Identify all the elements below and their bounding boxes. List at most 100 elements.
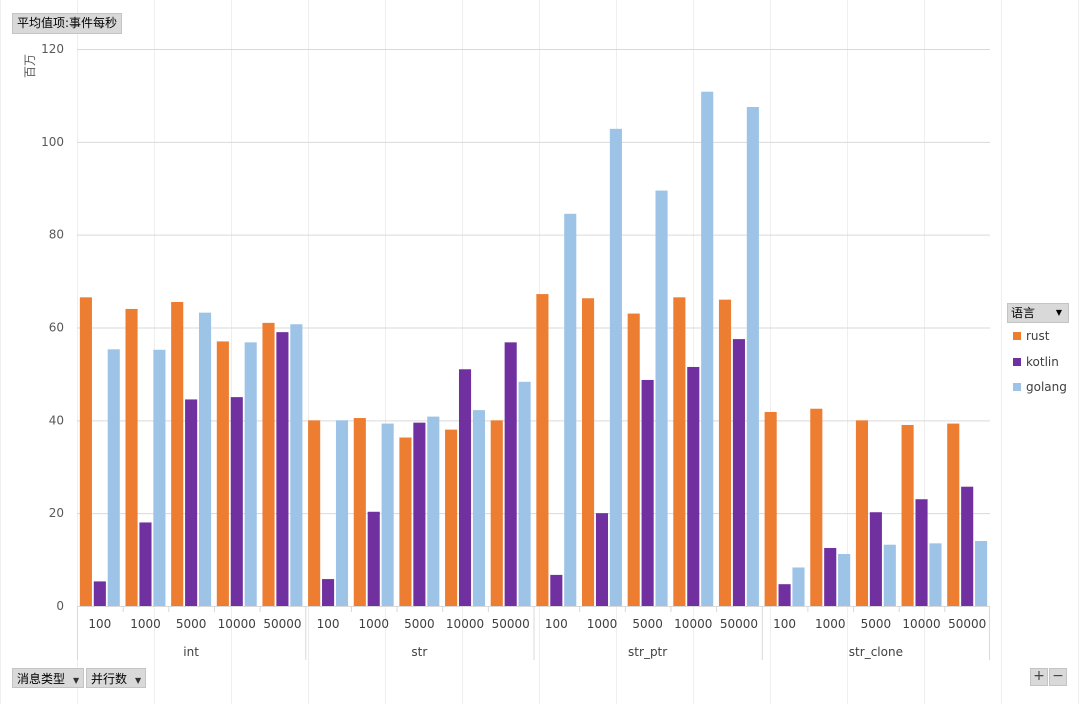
legend-item-golang: golang [1013, 379, 1067, 395]
expand-plus-button[interactable]: + [1030, 668, 1048, 686]
bar-rust [627, 313, 640, 606]
bar-golang [472, 410, 485, 606]
filter-message-type-button[interactable]: 消息类型 ▼ [12, 668, 85, 688]
legend-label: rust [1026, 329, 1050, 343]
x-tick-label: 1000 [587, 617, 618, 631]
bar-rust [262, 322, 275, 606]
filter-message-type-label: 消息类型 [17, 672, 66, 686]
bar-golang [655, 190, 668, 606]
bar-rust [536, 294, 549, 606]
bar-golang [427, 416, 440, 606]
bar-rust [171, 301, 184, 606]
x-tick-label: 50000 [263, 617, 301, 631]
value-field-button[interactable]: 平均值项:事件每秒 [12, 13, 123, 34]
bar-kotlin [595, 513, 609, 606]
y-tick-label: 80 [49, 228, 64, 242]
y-axis-label: 百万 [23, 54, 37, 78]
x-tick-label: 1000 [815, 617, 846, 631]
bar-rust [947, 423, 960, 606]
bar-golang [198, 312, 212, 606]
x-tick-label: 100 [317, 617, 340, 631]
bar-kotlin [230, 397, 243, 606]
bar-golang [701, 91, 714, 607]
bar-kotlin [687, 366, 700, 606]
x-tick-label: 100 [545, 617, 568, 631]
x-tick-label: 50000 [492, 617, 530, 631]
bar-golang [153, 349, 166, 606]
bar-rust [764, 411, 777, 606]
legend-item-rust: rust [1013, 328, 1050, 344]
bar-rust [673, 297, 686, 606]
bar-kotlin [732, 339, 745, 606]
legend-swatch [1013, 357, 1021, 366]
bar-kotlin [139, 522, 152, 606]
x-tick-label: 10000 [674, 617, 712, 631]
bar-rust [399, 437, 412, 606]
bar-golang [929, 543, 942, 606]
x-tick-label: 5000 [404, 617, 435, 631]
bar-rust [79, 297, 92, 606]
bar-golang [975, 541, 988, 606]
dropdown-arrow-icon: ▼ [135, 676, 142, 685]
value-field-label: 平均值项:事件每秒 [17, 16, 118, 30]
legend-field-label: 语言 [1011, 306, 1036, 320]
bar-golang [564, 213, 577, 606]
dropdown-arrow-icon: ▼ [73, 676, 80, 685]
bar-golang [792, 567, 805, 606]
x-tick-label: 100 [773, 617, 796, 631]
legend-label: golang [1026, 380, 1067, 394]
y-tick-label: 60 [49, 321, 64, 335]
plus-icon: + [1033, 668, 1045, 684]
x-group-label: str_ptr [628, 645, 667, 659]
bar-golang [290, 324, 303, 606]
bar-rust [582, 298, 595, 606]
x-tick-label: 10000 [218, 617, 256, 631]
filter-parallelism-label: 并行数 [91, 672, 128, 686]
bar-rust [810, 408, 823, 606]
bar-golang [335, 420, 349, 606]
x-group-label: int [183, 645, 199, 659]
bar-kotlin [367, 511, 380, 606]
bar-kotlin [93, 581, 106, 606]
bar-golang [883, 544, 896, 606]
bar-kotlin [185, 399, 198, 606]
x-group-label: str [411, 645, 427, 659]
y-tick-label: 120 [41, 42, 64, 56]
bar-kotlin [961, 486, 974, 606]
bar-rust [901, 424, 914, 606]
bar-rust [490, 420, 503, 606]
y-tick-label: 0 [56, 599, 64, 613]
bar-rust [718, 299, 732, 606]
bar-golang [838, 554, 851, 606]
filter-parallelism-button[interactable]: 并行数 ▼ [86, 668, 147, 688]
bar-kotlin [869, 512, 882, 606]
bar-kotlin [458, 369, 472, 606]
bar-kotlin [550, 574, 563, 606]
dropdown-arrow-icon: ▼ [1055, 308, 1062, 317]
bar-golang [107, 349, 120, 606]
bar-kotlin [504, 342, 517, 606]
x-tick-label: 1000 [358, 617, 389, 631]
bar-kotlin [641, 379, 654, 606]
bar-golang [518, 381, 531, 606]
x-tick-label: 10000 [902, 617, 940, 631]
collapse-minus-button[interactable]: − [1049, 668, 1067, 686]
x-tick-label: 50000 [720, 617, 758, 631]
x-tick-label: 10000 [446, 617, 484, 631]
bar-rust [216, 341, 229, 606]
bar-kotlin [413, 422, 426, 606]
x-tick-label: 50000 [948, 617, 986, 631]
x-tick-label: 100 [88, 617, 111, 631]
bar-rust [855, 420, 869, 606]
x-tick-label: 5000 [632, 617, 663, 631]
bar-golang [746, 107, 759, 606]
x-tick-label: 1000 [130, 617, 161, 631]
bar-rust [308, 420, 321, 606]
y-tick-label: 100 [41, 135, 64, 149]
legend-field-button[interactable]: 语言 ▼ [1007, 303, 1069, 323]
legend-label: kotlin [1026, 355, 1059, 369]
bar-golang [609, 128, 622, 606]
x-tick-label: 5000 [176, 617, 207, 631]
legend-swatch [1013, 382, 1021, 391]
